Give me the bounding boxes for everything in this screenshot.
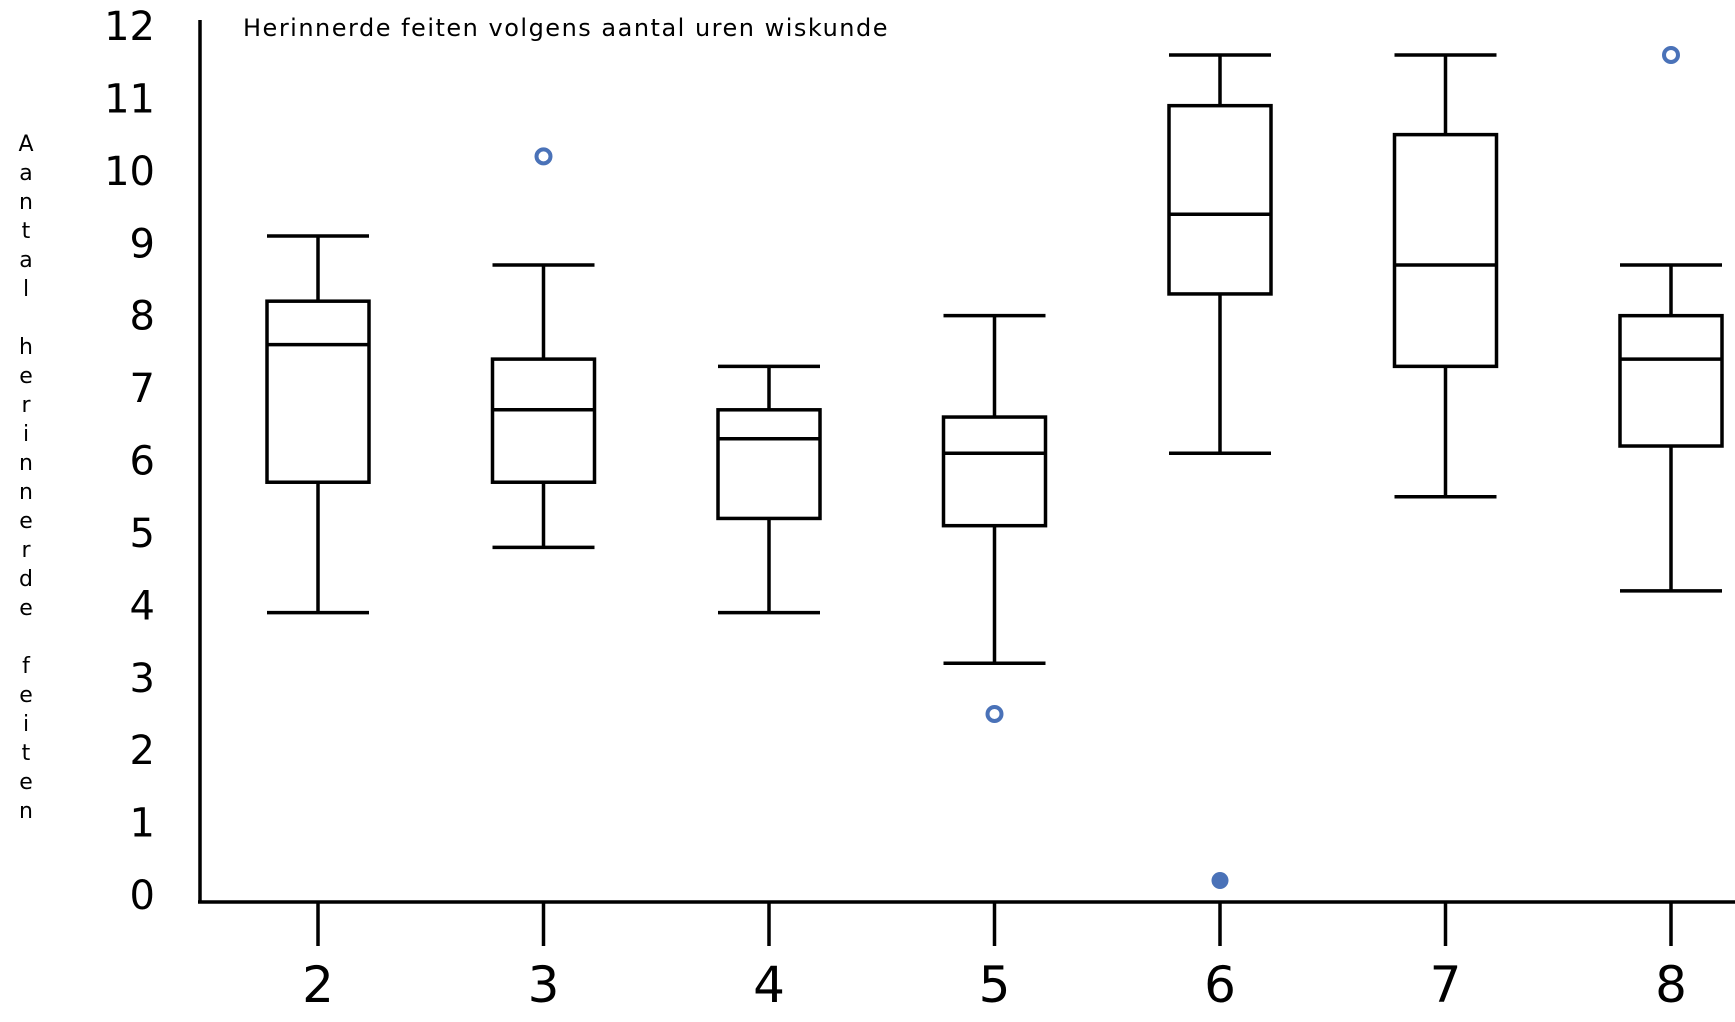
- outlier-point-open: [1662, 45, 1680, 64]
- y-axis-label-char: f: [22, 654, 30, 679]
- box-iqr: [1167, 103, 1273, 296]
- y-axis-label-char: [14, 304, 38, 333]
- box-3: [490, 263, 597, 550]
- y-axis-label-char: n: [19, 480, 33, 505]
- y-axis-label-char: e: [19, 770, 33, 795]
- y-axis-label-char: h: [19, 335, 33, 360]
- box-iqr: [1618, 313, 1724, 448]
- x-tick-label: 4: [753, 956, 785, 1014]
- y-axis-label-char: e: [19, 683, 33, 708]
- chart-title: Herinnerde feiten volgens aantal uren wi…: [243, 14, 889, 42]
- y-axis-label-char: i: [22, 422, 30, 447]
- y-tick-label: 9: [130, 221, 155, 267]
- y-tick-label: 0: [130, 873, 155, 919]
- y-tick-label: 12: [104, 4, 155, 50]
- box-8: [1618, 263, 1724, 593]
- y-axis-label-char: t: [21, 741, 31, 766]
- y-axis-label-char: e: [19, 509, 33, 534]
- y-axis-label-char: l: [22, 277, 30, 302]
- box-iqr: [490, 357, 597, 484]
- y-axis-label-char: e: [19, 596, 33, 621]
- y-axis-label-char: a: [19, 248, 33, 273]
- y-tick-label: 7: [130, 366, 155, 412]
- box-5: [941, 313, 1048, 666]
- y-axis-label-char: n: [19, 799, 33, 824]
- x-tick-label: 5: [979, 956, 1011, 1014]
- outlier-point-open: [985, 704, 1004, 723]
- y-axis-label-char: a: [19, 161, 33, 186]
- y-axis-label-char: n: [19, 451, 33, 476]
- y-axis-label-char: i: [22, 712, 30, 737]
- box-7: [1392, 53, 1499, 499]
- y-tick-label: 4: [130, 583, 155, 629]
- box-iqr: [716, 408, 822, 521]
- y-axis-label-char: A: [18, 132, 34, 157]
- box-2: [265, 234, 371, 615]
- outlier-point-filled: [1211, 872, 1229, 890]
- y-axis-label-char: e: [19, 364, 33, 389]
- y-tick-label: 3: [130, 656, 155, 702]
- boxes-group: [265, 53, 1724, 666]
- y-axis-label-char: n: [19, 190, 33, 215]
- x-tick-label: 3: [528, 956, 560, 1014]
- y-tick-label: 5: [130, 511, 155, 557]
- y-axis-label-char: r: [21, 393, 31, 418]
- box-4: [716, 364, 822, 615]
- y-axis-label-char: t: [21, 219, 31, 244]
- outlier-point-open: [534, 147, 553, 166]
- y-tick-label: 11: [104, 76, 155, 122]
- y-tick-label: 2: [130, 728, 155, 774]
- x-tick-label: 8: [1655, 956, 1687, 1014]
- y-axis-label-char: r: [21, 538, 31, 563]
- y-axis-label-char: [14, 623, 38, 652]
- outliers-group: [534, 45, 1680, 890]
- box-iqr: [1392, 132, 1499, 369]
- y-axis-label-char: d: [19, 567, 33, 592]
- box-6: [1167, 53, 1273, 456]
- y-tick-label: 1: [130, 801, 155, 847]
- box-iqr: [265, 299, 371, 484]
- y-tick-label: 6: [130, 439, 155, 485]
- x-tick-label: 2: [302, 956, 334, 1014]
- x-axis-ticks: 2 3 4 5 6 7 8: [302, 902, 1687, 1014]
- x-tick-label: 7: [1430, 956, 1462, 1014]
- y-tick-label: 8: [130, 294, 155, 340]
- y-tick-label: 10: [104, 149, 155, 195]
- box-iqr: [941, 415, 1048, 528]
- x-tick-label: 6: [1204, 956, 1236, 1014]
